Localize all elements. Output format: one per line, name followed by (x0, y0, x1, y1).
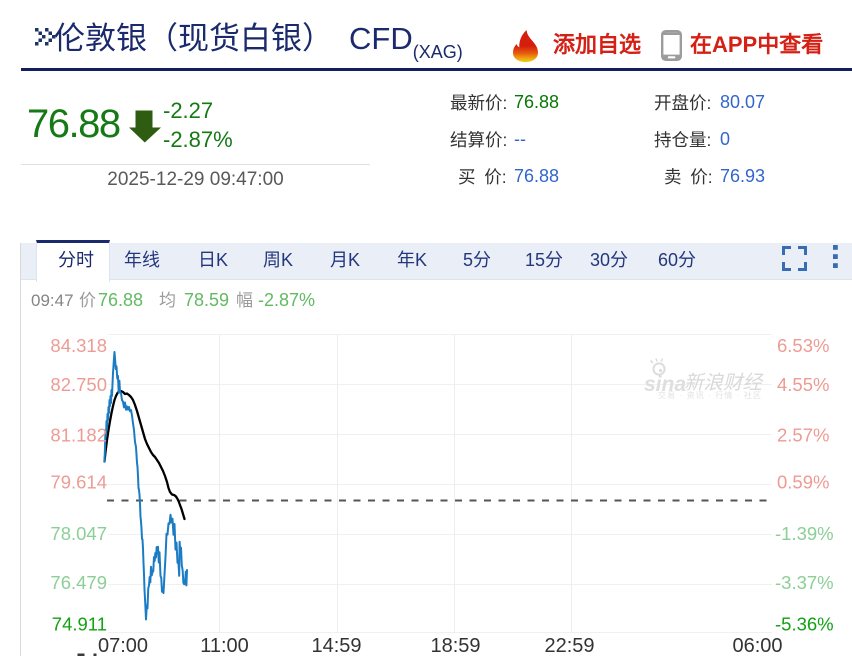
svg-text:2.57%: 2.57% (777, 425, 829, 446)
svg-text:-3.37%: -3.37% (775, 572, 834, 593)
svg-text:-5.36%: -5.36% (775, 614, 834, 635)
svg-text:82.750: 82.750 (50, 374, 107, 395)
svg-text:交易 · 资讯 · 行情 · 社区: 交易 · 资讯 · 行情 · 社区 (658, 390, 761, 400)
svg-text:81.182: 81.182 (50, 425, 107, 446)
svg-text:22:59: 22:59 (544, 635, 594, 656)
svg-text:11:00: 11:00 (200, 635, 249, 656)
svg-text:新浪财经: 新浪财经 (684, 372, 765, 394)
svg-text:-1.39%: -1.39% (775, 523, 834, 544)
svg-text:sina: sina (644, 373, 686, 396)
svg-text:0.59%: 0.59% (777, 472, 829, 493)
svg-text:78.047: 78.047 (50, 523, 107, 544)
svg-text:14:59: 14:59 (311, 635, 361, 656)
svg-text:84.318: 84.318 (50, 335, 107, 356)
svg-text:79.614: 79.614 (50, 472, 107, 493)
svg-text:07:00: 07:00 (98, 635, 148, 656)
svg-text:18:59: 18:59 (430, 635, 480, 656)
svg-text:76.479: 76.479 (50, 572, 107, 593)
svg-text:74.911: 74.911 (52, 614, 107, 635)
svg-text:4.55%: 4.55% (777, 374, 829, 395)
svg-text:06:00: 06:00 (732, 635, 782, 656)
svg-text:6.53%: 6.53% (777, 335, 829, 356)
